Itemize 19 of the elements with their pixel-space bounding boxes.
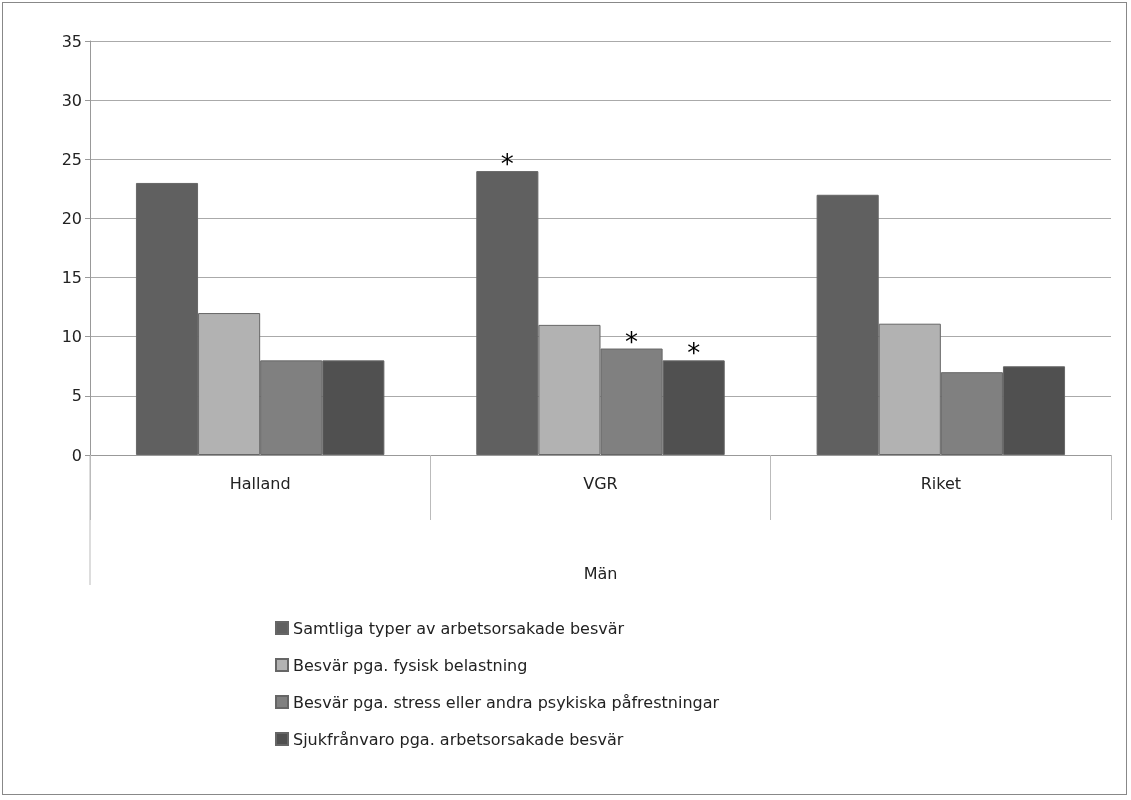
x-axis-title: Män [583, 563, 618, 583]
legend-label: Samtliga typer av arbetsorsakade besvär [293, 618, 625, 638]
legend-label: Besvär pga. fysisk belastning [293, 655, 528, 675]
legend-label: Sjukfrånvaro pga. arbetsorsakade besvär [293, 729, 624, 749]
y-tick-label: 0 [71, 445, 82, 465]
data-label: * [687, 338, 701, 369]
y-tick-label: 10 [61, 327, 82, 347]
y-tick-label: 25 [61, 149, 82, 169]
y-tick-label: 20 [61, 208, 82, 228]
x-tick-label: VGR [583, 473, 618, 493]
x-tick-label: Riket [920, 473, 962, 493]
y-tick-label: 35 [61, 31, 82, 51]
x-tick-label: Halland [229, 473, 291, 493]
y-tick-label: 5 [71, 386, 82, 406]
data-label: * [500, 149, 514, 180]
y-tick-label: 15 [61, 268, 82, 288]
y-tick-label: 30 [61, 90, 82, 110]
legend-label: Besvär pga. stress eller andra psykiska påfrestningar [293, 692, 720, 712]
data-label: * [625, 326, 639, 357]
